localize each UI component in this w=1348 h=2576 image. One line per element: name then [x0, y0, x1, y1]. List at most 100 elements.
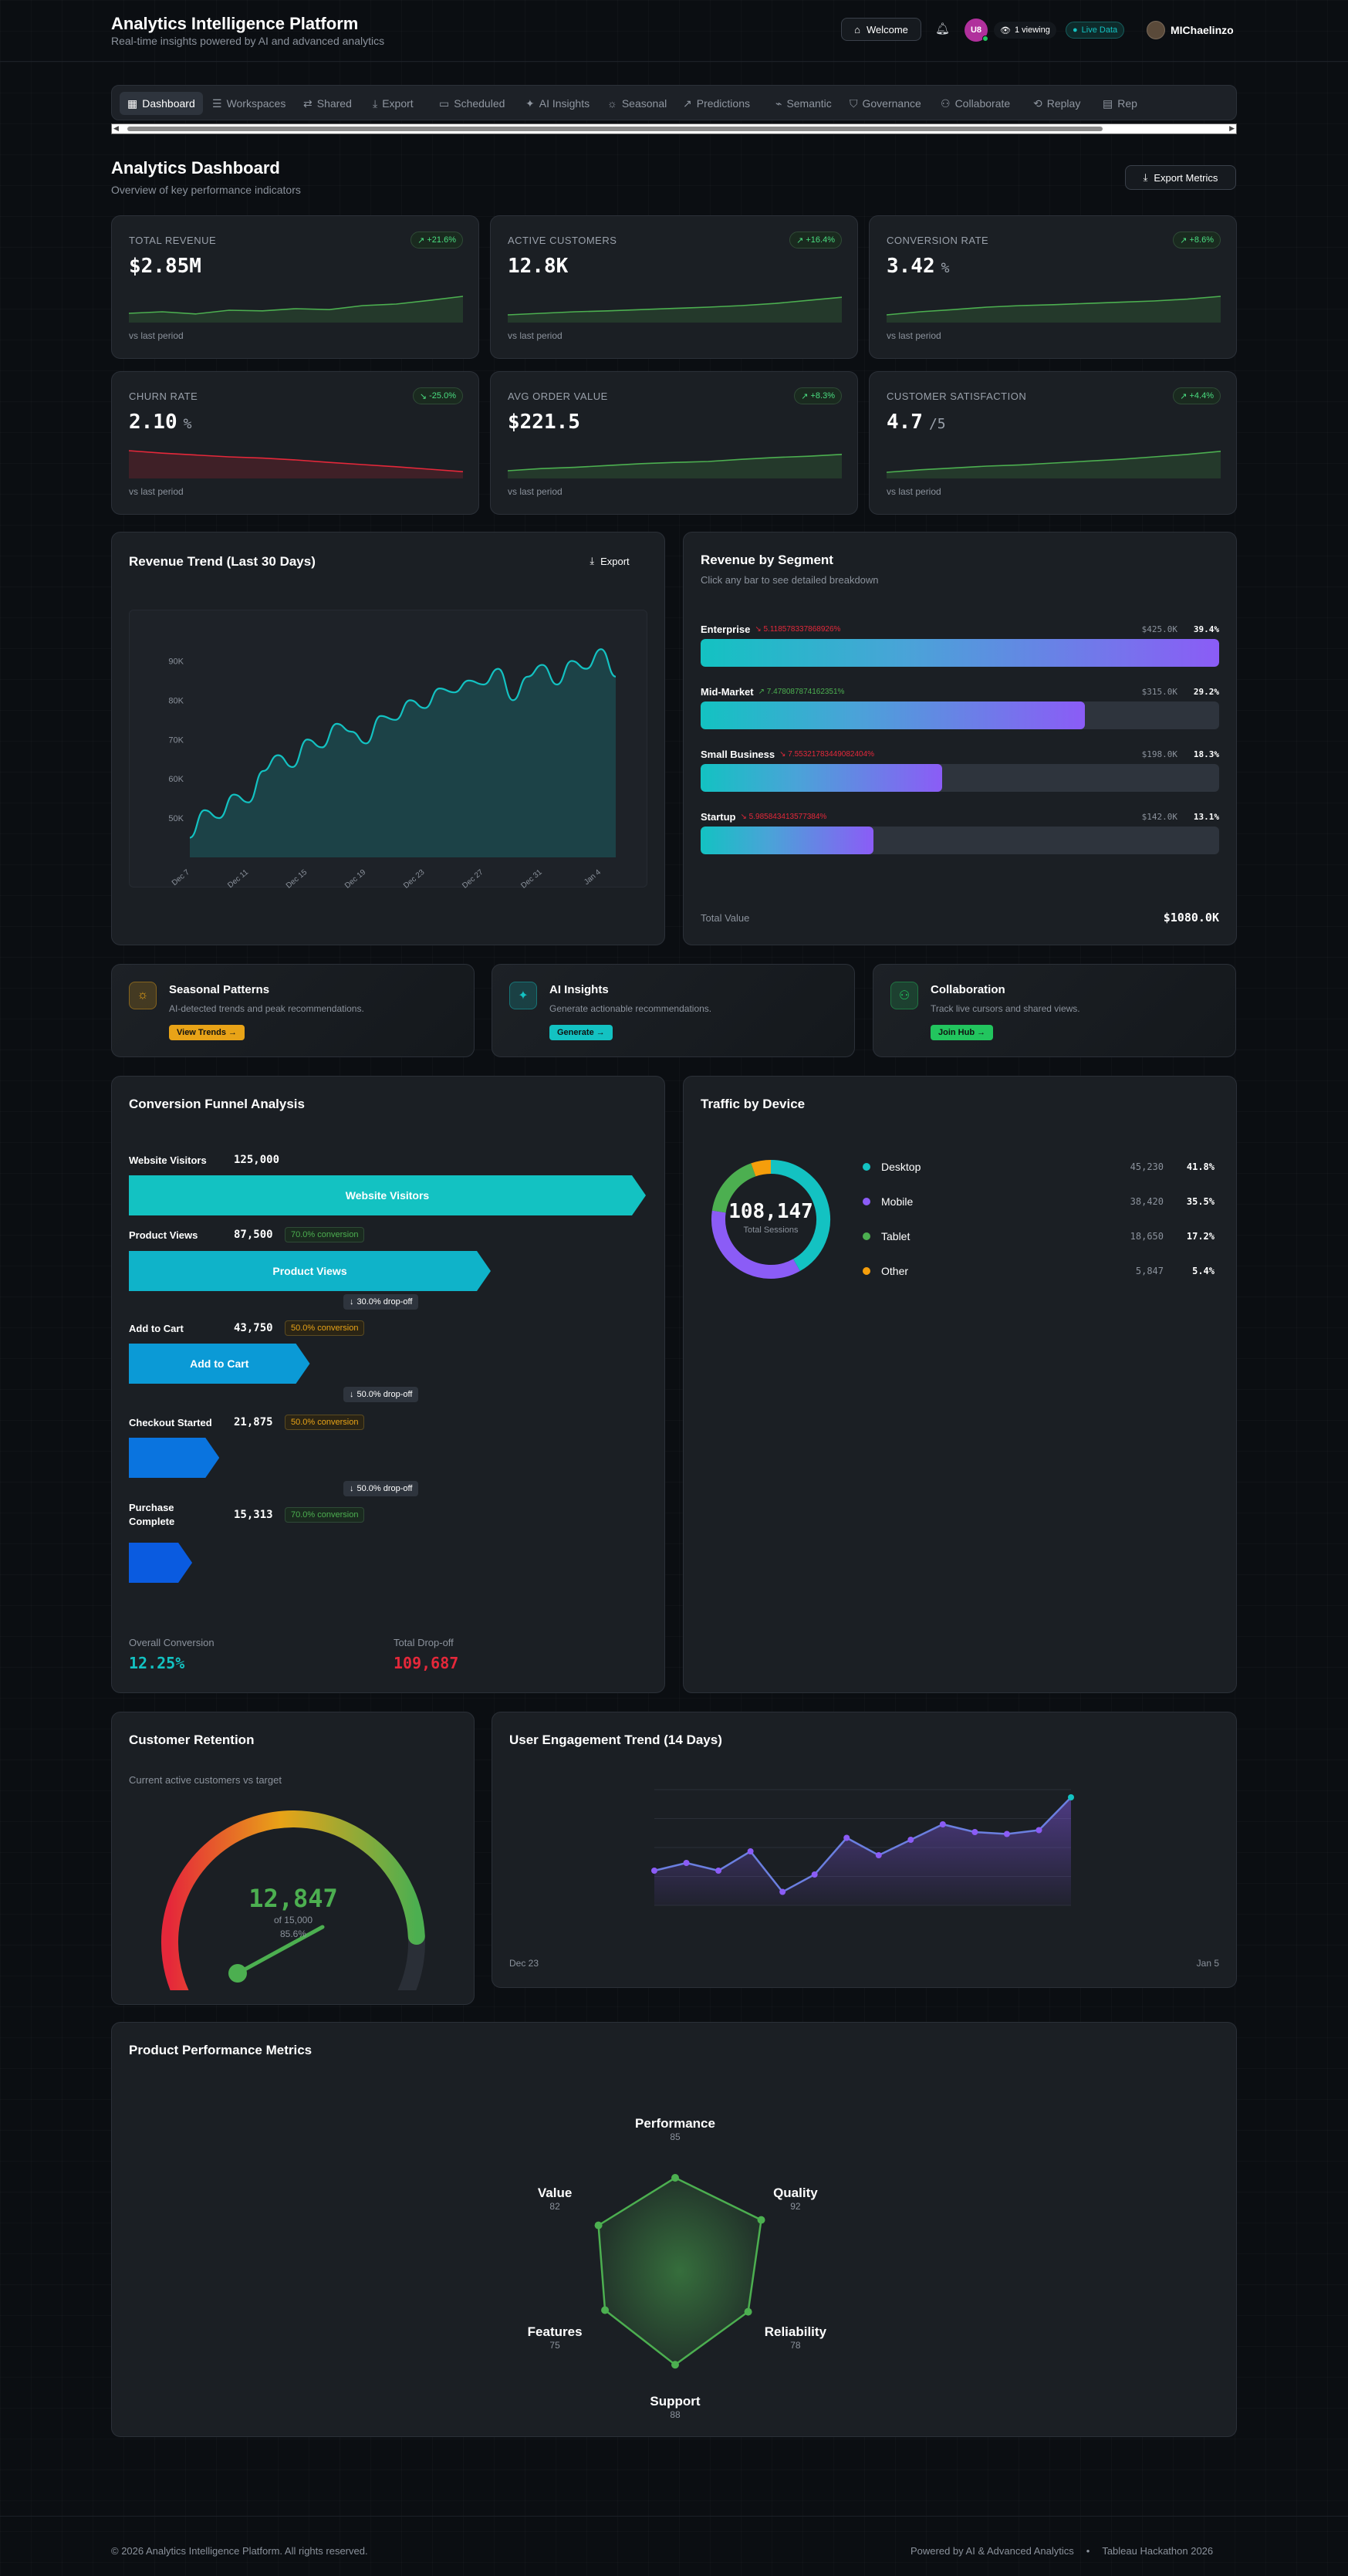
donut-slice-desktop[interactable] — [770, 1160, 830, 1272]
engagement-title: User Engagement Trend (14 Days) — [509, 1733, 722, 1747]
segment-bar[interactable] — [701, 639, 1219, 667]
segment-row-label[interactable]: Enterprise ↘ 5.118578337868926% — [701, 624, 840, 635]
funnel-step-bar[interactable]: Add to Cart — [129, 1344, 310, 1384]
funnel-step-bar[interactable]: Product Views — [129, 1251, 491, 1291]
kpi-card[interactable]: TOTAL REVENUE $2.85M ↗ +21.6% vs last period — [111, 215, 479, 359]
segment-bar[interactable] — [701, 701, 1219, 729]
kpi-card[interactable]: CUSTOMER SATISFACTION 4.7/5 ↗ +4.4% vs last … — [869, 371, 1237, 515]
scroll-thumb[interactable] — [127, 127, 1103, 131]
tab-ai-insights[interactable]: ✦ AI Insights — [518, 92, 597, 115]
funnel-step-value: 87,500 — [234, 1229, 273, 1241]
legend-item-desktop[interactable]: Desktop 45,230 41.8% — [863, 1159, 1215, 1175]
tab-workspaces[interactable]: ☰ Workspaces — [204, 92, 293, 115]
engagement-point[interactable] — [683, 1860, 690, 1866]
feature-card[interactable]: ⚇ Collaboration Track live cursors and sha… — [873, 964, 1236, 1057]
engagement-point[interactable] — [811, 1871, 818, 1878]
radar-point[interactable] — [671, 2174, 679, 2182]
funnel-step-label: Website Visitors — [129, 1154, 207, 1166]
revenue-chart-frame: 50K 60K 70K 80K 90K Dec 7 Dec 11 Dec 15 Dec 19 De… — [129, 610, 647, 891]
radar-axis-value: 88 — [670, 2409, 681, 2420]
kpi-footnote: vs last period — [508, 486, 563, 497]
avatar[interactable]: U8 — [965, 19, 988, 42]
radar-area — [597, 2176, 762, 2366]
legend-item-other[interactable]: Other 5,847 5.4% — [863, 1263, 1215, 1279]
tab-governance[interactable]: ⛉ Governance — [842, 92, 929, 115]
segment-bar[interactable] — [701, 764, 1219, 792]
feature-card[interactable]: ✦ AI Insights Generate actionable recommen… — [492, 964, 855, 1057]
engagement-point[interactable] — [939, 1821, 946, 1827]
kpi-card[interactable]: CONVERSION RATE 3.42% ↗ +8.6% vs last period — [869, 215, 1237, 359]
engagement-start-label: Dec 23 — [509, 1958, 539, 1969]
scroll-right-icon[interactable]: ▶ — [1229, 124, 1235, 132]
tab-dashboard[interactable]: ▦ Dashboard — [120, 92, 203, 115]
eye-icon: 👁︎ — [1000, 25, 1011, 35]
engagement-point[interactable] — [779, 1888, 786, 1895]
legend-item-mobile[interactable]: Mobile 38,420 35.5% — [863, 1194, 1215, 1209]
live-data-badge[interactable]: ● Live Data — [1066, 22, 1125, 39]
legend-item-tablet[interactable]: Tablet 18,650 17.2% — [863, 1229, 1215, 1244]
engagement-point[interactable] — [651, 1868, 657, 1874]
funnel-step-bar[interactable] — [129, 1438, 219, 1478]
feature-card[interactable]: ☼ Seasonal Patterns AI-detected trends and… — [111, 964, 475, 1057]
engagement-point[interactable] — [875, 1852, 882, 1858]
tab-shared[interactable]: ⇄ Shared — [296, 92, 360, 115]
engagement-point[interactable] — [971, 1829, 978, 1835]
tab-collaborate[interactable]: ⚇ Collaborate — [933, 92, 1018, 115]
engagement-point[interactable] — [715, 1868, 722, 1874]
footer-powered: Powered by AI & Advanced Analytics — [910, 2545, 1074, 2557]
welcome-button[interactable]: ⌂ Welcome — [841, 18, 921, 41]
engagement-point[interactable] — [747, 1848, 754, 1854]
engagement-point[interactable] — [1068, 1794, 1074, 1800]
tab-rep[interactable]: ▤ Rep — [1095, 92, 1145, 115]
tab-replay[interactable]: ⟲ Replay — [1025, 92, 1088, 115]
radar-point[interactable] — [671, 2361, 679, 2369]
funnel-step-value: 43,750 — [234, 1322, 273, 1334]
donut-slice-mobile[interactable] — [711, 1210, 800, 1279]
engagement-point[interactable] — [1003, 1831, 1010, 1837]
engagement-point[interactable] — [907, 1837, 914, 1843]
radar-point[interactable] — [594, 2221, 603, 2229]
kpi-change-badge: ↗ +8.3% — [794, 387, 842, 404]
feature-desc: AI-detected trends and peak recommendati… — [169, 1003, 364, 1014]
export-metrics-button[interactable]: ⤓ Export Metrics — [1125, 165, 1236, 190]
kpi-card[interactable]: CHURN RATE 2.10% ↘ -25.0% vs last period — [111, 371, 479, 515]
feature-button[interactable]: View Trends → — [169, 1025, 245, 1040]
tab-scheduled[interactable]: ▭ Scheduled — [431, 92, 512, 115]
funnel-step-bar[interactable] — [129, 1543, 192, 1583]
page-subtitle-text: Overview of key performance indicators — [111, 184, 301, 196]
revenue-export-button[interactable]: ⤓ Export — [575, 549, 644, 573]
bell-icon[interactable]: 🔔︎ — [935, 22, 951, 35]
segment-row-label[interactable]: Mid-Market ↗ 7.478087874162351% — [701, 686, 844, 698]
engagement-point[interactable] — [843, 1834, 850, 1841]
tab-export[interactable]: ⤓ Export — [365, 92, 421, 115]
tab-semantic[interactable]: ⌁ Semantic — [768, 92, 840, 115]
engagement-point[interactable] — [1035, 1827, 1042, 1834]
retention-title: Customer Retention — [129, 1733, 255, 1747]
donut-slice-other[interactable] — [751, 1160, 772, 1177]
kpi-card[interactable]: ACTIVE CUSTOMERS 12.8K ↗ +16.4% vs last peri… — [490, 215, 858, 359]
viewing-indicator: 👁︎ 1 viewing — [994, 22, 1056, 39]
segment-bar[interactable] — [701, 827, 1219, 854]
tab-predictions[interactable]: ↗ Predictions — [675, 92, 758, 115]
feature-button[interactable]: Generate → — [549, 1025, 613, 1040]
user-name[interactable]: MIChaelinzo — [1171, 24, 1234, 36]
feature-button[interactable]: Join Hub → — [931, 1025, 994, 1040]
tab-seasonal[interactable]: ☼ Seasonal — [600, 92, 674, 115]
radar-axis-label: Support — [650, 2394, 700, 2409]
radar-point[interactable] — [757, 2216, 765, 2224]
radar-point[interactable] — [744, 2307, 752, 2316]
kpi-card[interactable]: AVG ORDER VALUE $221.5 ↗ +8.3% vs last perio… — [490, 371, 858, 515]
legend-dot — [863, 1267, 870, 1275]
scroll-left-icon[interactable]: ◀ — [113, 124, 119, 132]
segment-row-label[interactable]: Startup ↘ 5.985843413577384% — [701, 811, 826, 823]
segment-row-label[interactable]: Small Business ↘ 7.55321783449082404% — [701, 749, 874, 760]
funnel-step-bar[interactable]: Website Visitors — [129, 1175, 646, 1215]
x-tick-label: Jan 4 — [583, 868, 603, 887]
radar-axis-label: Reliability — [765, 2324, 827, 2339]
feature-title: AI Insights — [549, 983, 609, 996]
radar-point[interactable] — [601, 2306, 610, 2314]
nav-scrollbar[interactable]: ◀ ▶ — [111, 123, 1237, 134]
kpi-sparkline — [129, 296, 463, 323]
donut-slice-tablet[interactable] — [711, 1163, 756, 1213]
user-avatar[interactable] — [1147, 21, 1165, 39]
